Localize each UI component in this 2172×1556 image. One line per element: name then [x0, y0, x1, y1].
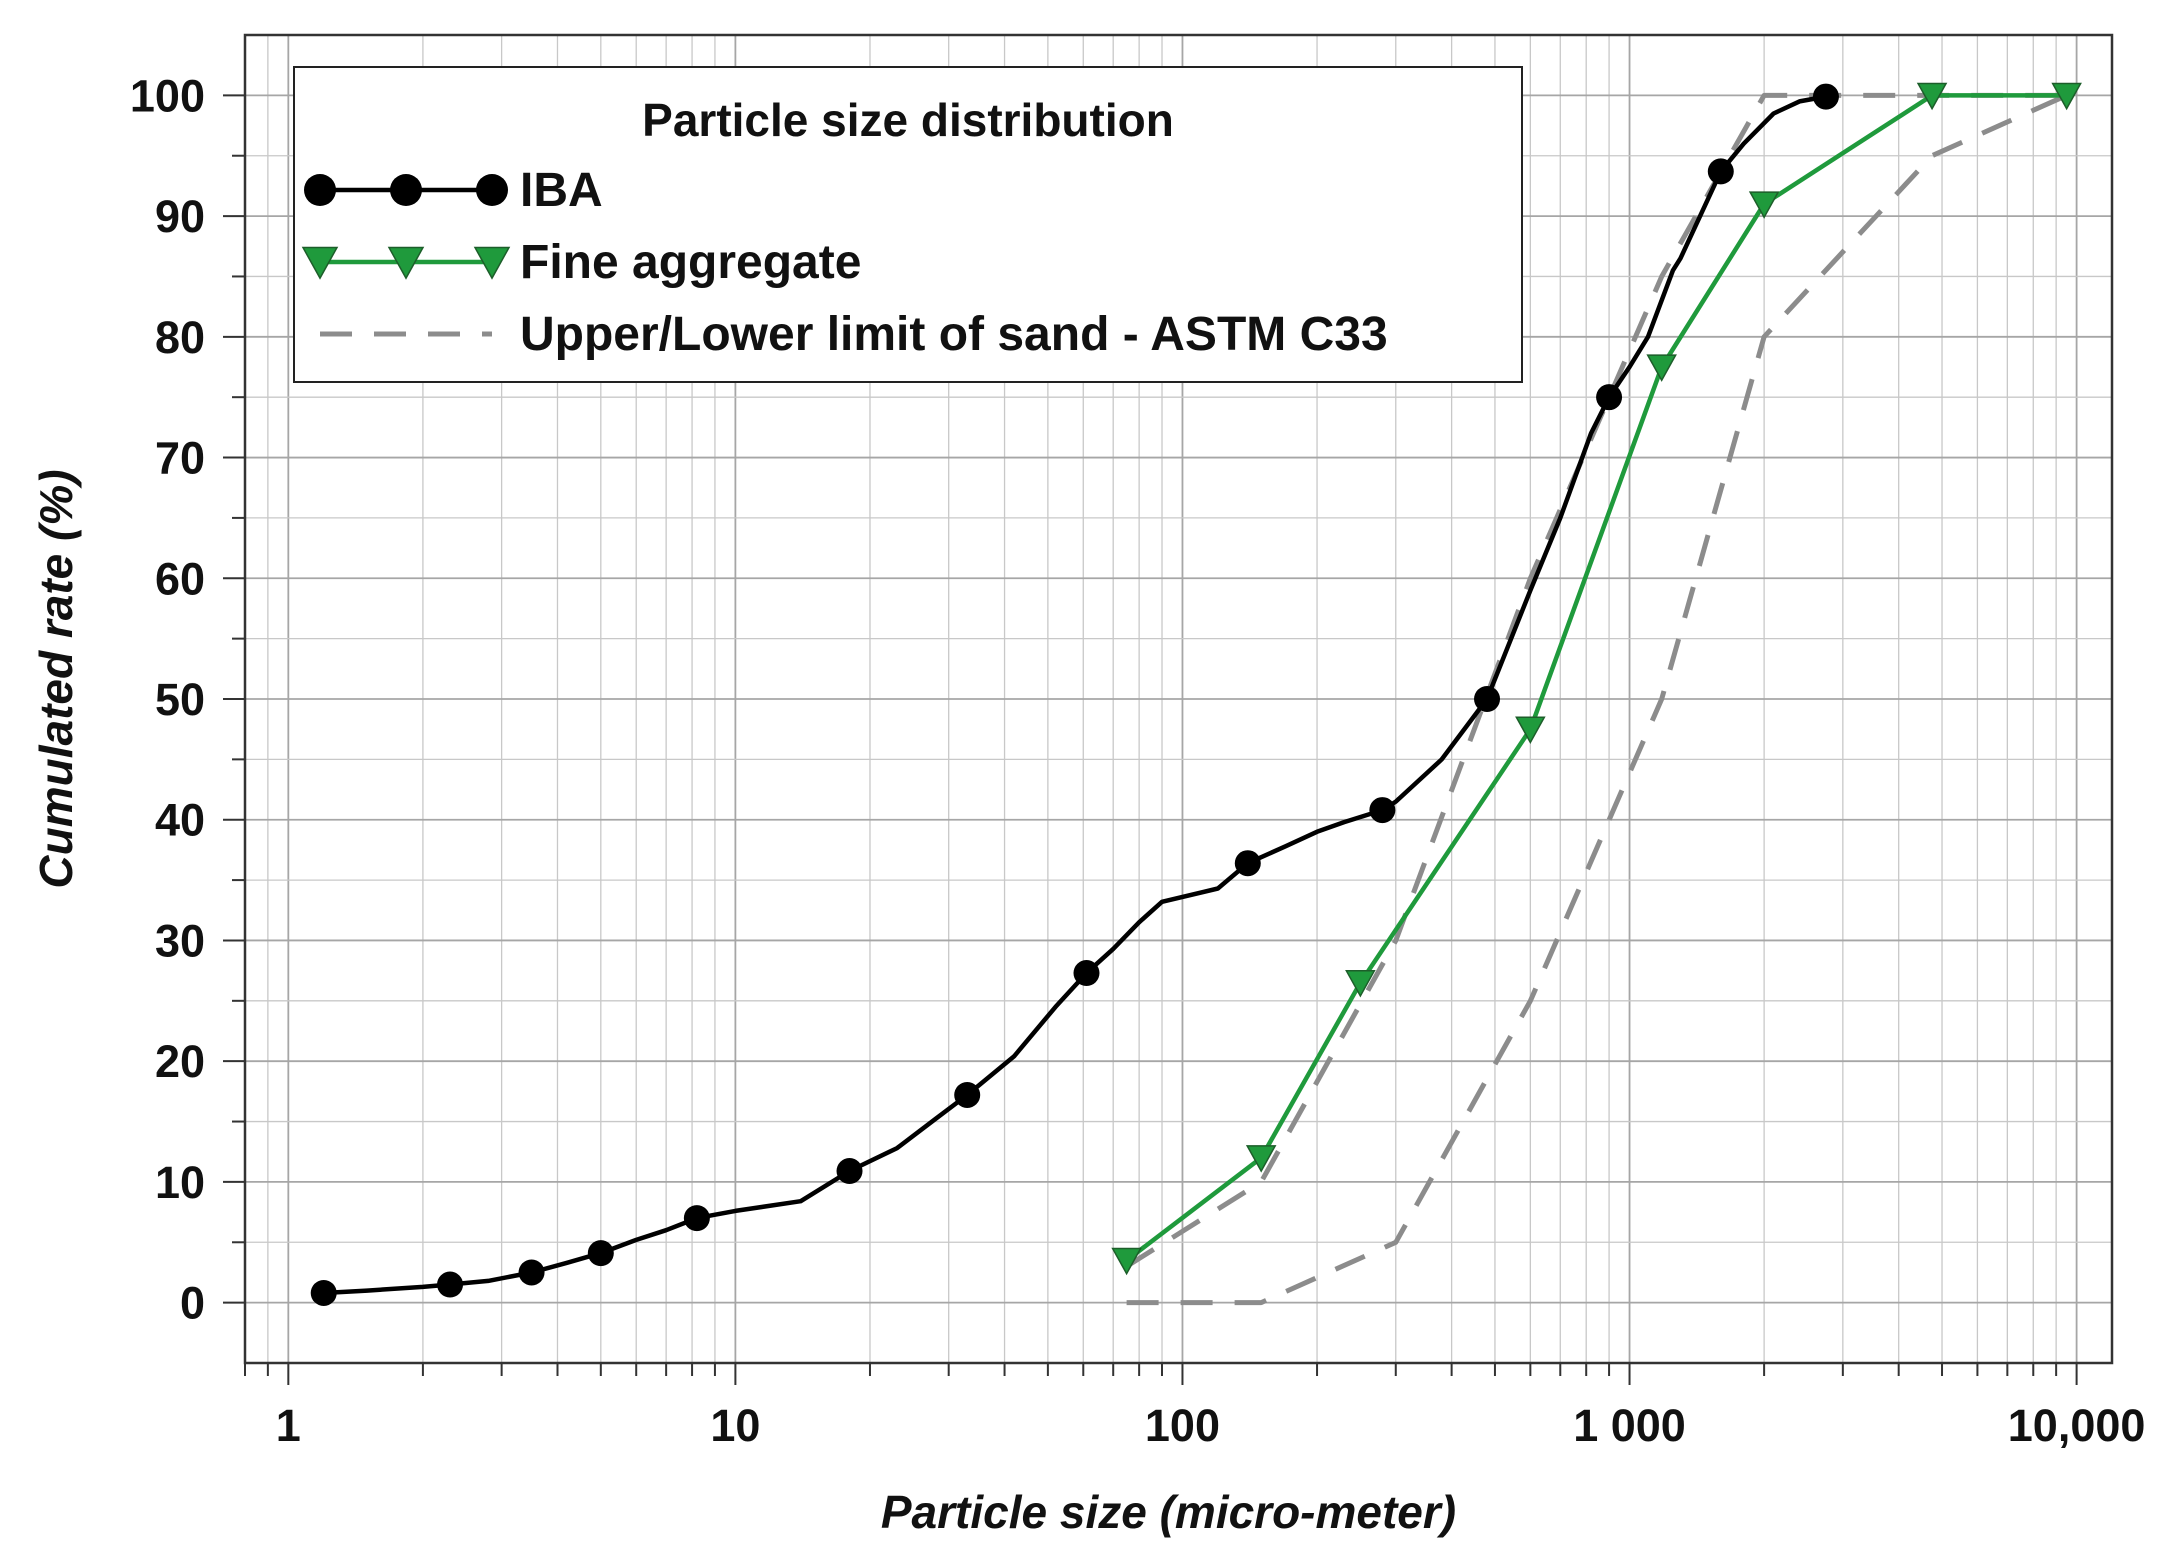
y-tick-label: 40: [155, 795, 205, 846]
legend-fine-aggregate-marker: [387, 246, 425, 280]
legend-fine-aggregate-marker: [473, 246, 511, 280]
y-tick-label: 20: [155, 1036, 205, 1087]
tick-labels: 1 10 100 1 000 10,000 0 10 20 30 40 50 60 70 80 90 100: [130, 70, 2146, 1451]
iba-point: [1474, 686, 1501, 712]
legend-label-iba: IBA: [520, 164, 603, 217]
axis-ticks: [223, 94, 2078, 1385]
legend: Particle size distribution IBA Fine aggr…: [293, 66, 1523, 383]
iba-point: [587, 1240, 614, 1267]
legend-iba-marker: [304, 174, 336, 206]
y-axis-title: Cumulated rate (%): [30, 469, 82, 888]
fine-aggregate-point: [1345, 970, 1376, 998]
y-tick-label: 60: [155, 553, 205, 604]
legend-fine-aggregate-marker: [301, 246, 339, 280]
y-tick-label: 30: [155, 915, 205, 966]
legend-box: [293, 66, 1523, 383]
legend-label-astm-limits: Upper/Lower limit of sand - ASTM C33: [520, 308, 1388, 361]
fine-aggregate-point: [1245, 1145, 1277, 1173]
fine-aggregate-point: [1646, 354, 1677, 382]
legend-entry-fine-aggregate: Fine aggregate: [301, 236, 861, 289]
y-tick-label: 0: [180, 1278, 205, 1329]
y-tick-label: 50: [155, 674, 205, 725]
x-tick-label: 10,000: [2008, 1400, 2146, 1451]
fine-aggregate-point: [2051, 82, 2082, 111]
fine-aggregate-point: [1111, 1247, 1142, 1276]
y-tick-label: 10: [155, 1157, 205, 1208]
legend-entry-iba: IBA: [304, 164, 603, 217]
iba-point: [954, 1081, 981, 1108]
fine-aggregate-point: [1748, 191, 1780, 219]
legend-label-fine-aggregate: Fine aggregate: [520, 236, 861, 289]
fine-aggregate-line: [1125, 93, 2067, 1263]
fine-aggregate-point: [1515, 716, 1546, 745]
y-tick-label: 70: [155, 433, 205, 484]
fine-aggregate-point: [1916, 82, 1948, 111]
y-tick-label: 80: [155, 312, 205, 363]
x-tick-label: 10: [710, 1400, 760, 1451]
iba-point: [1073, 960, 1100, 987]
legend-iba-marker: [390, 174, 422, 206]
iba-point: [1707, 158, 1734, 185]
x-tick-label: 100: [1145, 1400, 1220, 1451]
x-tick-label: 1 000: [1573, 1400, 1686, 1451]
iba-point: [1234, 850, 1261, 877]
iba-point: [1369, 797, 1396, 824]
x-axis-title: Particle size (micro-meter): [881, 1486, 1456, 1538]
x-tick-label: 1: [276, 1400, 301, 1451]
legend-title: Particle size distribution: [642, 94, 1174, 146]
legend-iba-marker: [476, 174, 508, 206]
legend-sample-iba: [304, 174, 508, 206]
iba-point: [437, 1271, 464, 1298]
iba-point: [310, 1279, 337, 1306]
iba-point: [683, 1205, 710, 1232]
iba-point: [518, 1259, 545, 1286]
legend-entry-astm-limits: Upper/Lower limit of sand - ASTM C33: [320, 308, 1388, 361]
iba-point: [1812, 83, 1839, 110]
y-tick-label: 100: [130, 70, 205, 121]
legend-sample-fine-aggregate: [301, 246, 511, 280]
iba-point: [836, 1158, 863, 1185]
iba-point: [1596, 384, 1623, 411]
series-layer: [310, 82, 2082, 1306]
y-tick-label: 90: [155, 191, 205, 242]
astm-lower-limit-line: [1126, 93, 2068, 1306]
